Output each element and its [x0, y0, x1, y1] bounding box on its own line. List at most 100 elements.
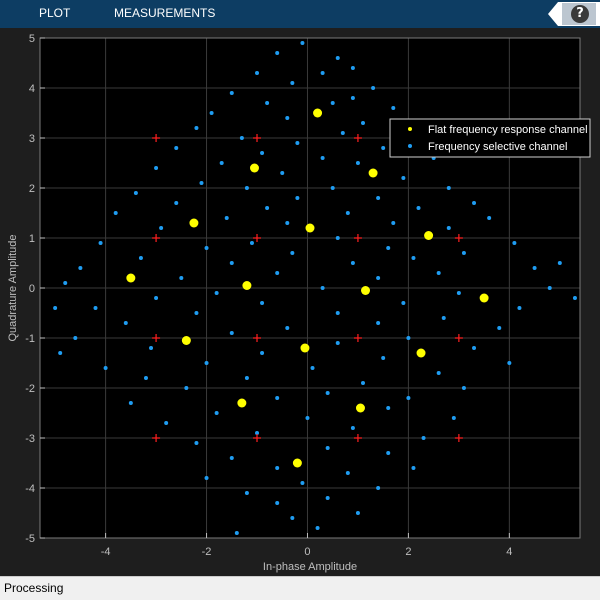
selective-channel-point [123, 321, 128, 325]
legend-selective-label: Frequency selective channel [428, 141, 567, 153]
selective-channel-point [446, 186, 451, 190]
y-tick-label: 3 [29, 133, 35, 145]
y-tick-label: -3 [25, 433, 35, 445]
selective-channel-point [300, 41, 305, 45]
selective-channel-point [325, 496, 330, 500]
y-axis-label: Quadrature Amplitude [7, 234, 19, 341]
reference-point-marker [253, 134, 262, 142]
tab-plot[interactable]: PLOT [39, 6, 71, 20]
selective-channel-point [194, 441, 199, 445]
selective-channel-point [98, 241, 103, 245]
selective-channel-point [386, 406, 391, 410]
selective-channel-point [133, 191, 138, 195]
selective-channel-point [93, 306, 98, 310]
selective-channel-point [411, 466, 416, 470]
toolstrip-notch [548, 2, 558, 26]
reference-point-marker [253, 234, 262, 242]
tab-measurements[interactable]: MEASUREMENTS [114, 6, 216, 20]
selective-channel-point [184, 386, 189, 390]
selective-channel-point [244, 376, 249, 380]
selective-channel-point [441, 316, 446, 320]
selective-channel-point [174, 201, 179, 205]
flat-channel-point [479, 293, 489, 303]
selective-channel-point [355, 161, 360, 165]
selective-channel-point [325, 391, 330, 395]
selective-channel-point [345, 211, 350, 215]
selective-channel-point [386, 246, 391, 250]
selective-channel-point [391, 221, 396, 225]
selective-channel-point [214, 411, 219, 415]
selective-channel-point [335, 311, 340, 315]
reference-point-marker [353, 234, 362, 242]
selective-channel-point [63, 281, 68, 285]
selective-channel-point [229, 331, 234, 335]
selective-channel-point [204, 246, 209, 250]
selective-channel-point [406, 336, 411, 340]
selective-channel-point [360, 381, 365, 385]
reference-point-marker [152, 434, 161, 442]
flat-channel-point [242, 281, 252, 290]
reference-point-marker [253, 434, 262, 442]
selective-channel-point [472, 346, 477, 350]
selective-channel-point [507, 361, 512, 365]
selective-channel-point [275, 501, 280, 505]
selective-channel-point [265, 206, 270, 210]
selective-channel-point [386, 451, 391, 455]
flat-channel-point [249, 163, 259, 173]
selective-channel-point [209, 111, 214, 115]
selective-channel-point [58, 351, 63, 355]
selective-channel-point [300, 481, 305, 485]
selective-channel-point [164, 421, 169, 425]
selective-channel-point [255, 71, 260, 75]
selective-channel-point [285, 326, 290, 330]
selective-channel-point [456, 291, 461, 295]
selective-channel-point [260, 301, 265, 305]
selective-channel-point [224, 216, 229, 220]
selective-channel-point [174, 146, 179, 150]
selective-channel-point [194, 126, 199, 130]
x-tick-label: -4 [101, 546, 111, 558]
x-tick-label: -2 [202, 546, 212, 558]
selective-channel-point [179, 276, 184, 280]
selective-channel-point [285, 221, 290, 225]
y-tick-label: -1 [25, 333, 35, 345]
reference-point-marker [353, 334, 362, 342]
selective-channel-point [113, 211, 118, 215]
flat-channel-point [181, 336, 191, 345]
selective-channel-point [376, 486, 381, 490]
flat-channel-point [361, 286, 371, 295]
selective-channel-point [234, 531, 239, 535]
selective-channel-point [381, 146, 386, 150]
selective-channel-point [260, 151, 265, 155]
selective-channel-point [345, 471, 350, 475]
selective-channel-point [229, 456, 234, 460]
selective-channel-point [320, 71, 325, 75]
selective-channel-point [376, 276, 381, 280]
flat-channel-point [126, 273, 136, 283]
selective-channel-point [335, 236, 340, 240]
selective-channel-point [275, 466, 280, 470]
selective-channel-point [149, 346, 154, 350]
selective-channel-point [335, 56, 340, 60]
selective-channel-point [53, 306, 58, 310]
constellation-chart[interactable]: -4 -2 0 2 4 -5 -4 -3 -2 -1 0 1 2 3 4 5 In-phase Amplitud… [0, 28, 600, 576]
reference-point-marker [454, 234, 463, 242]
selective-channel-point [436, 271, 441, 275]
selective-channel-point [143, 376, 148, 380]
selective-channel-point [199, 181, 204, 185]
selective-channel-point [290, 516, 295, 520]
selective-channel-point [381, 356, 386, 360]
selective-channel-point [350, 66, 355, 70]
plot-area: -4 -2 0 2 4 -5 -4 -3 -2 -1 0 1 2 3 4 5 In-phase Amplitud… [0, 28, 600, 576]
selective-channel-point [275, 271, 280, 275]
selective-channel-point [290, 251, 295, 255]
help-button[interactable]: ? [562, 3, 596, 25]
selective-channel-point [547, 286, 552, 290]
selective-channel-point [497, 326, 502, 330]
selective-channel-point [320, 286, 325, 290]
selective-channel-point [78, 266, 83, 270]
flat-channel-point [416, 348, 426, 358]
selective-channel-point [138, 256, 143, 260]
selective-channel-point [461, 251, 466, 255]
y-tick-label: 5 [29, 33, 35, 45]
